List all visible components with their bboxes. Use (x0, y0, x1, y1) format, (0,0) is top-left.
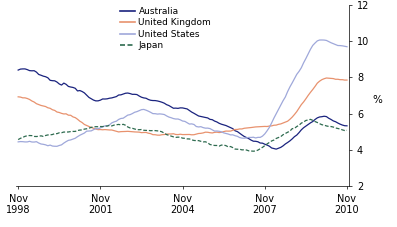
United Kingdom (32, 101, 37, 104)
Australia (18, 68, 23, 70)
United Kingdom (16, 96, 21, 98)
Japan (251, 150, 256, 153)
Japan (205, 141, 210, 144)
United States (208, 127, 212, 130)
Australia (345, 124, 349, 127)
Australia (326, 117, 331, 120)
United Kingdom (18, 96, 23, 99)
Australia (34, 71, 39, 74)
United States (326, 40, 331, 43)
Japan (16, 138, 21, 141)
United States (55, 145, 60, 148)
Line: Japan: Japan (18, 119, 347, 151)
United States (32, 141, 37, 143)
United Kingdom (276, 123, 281, 126)
United Kingdom (267, 125, 272, 127)
United Kingdom (324, 77, 329, 79)
Legend: Australia, United Kingdom, United States, Japan: Australia, United Kingdom, United States… (120, 7, 211, 50)
United States (18, 140, 23, 143)
United Kingdom (157, 134, 162, 137)
Y-axis label: %: % (373, 95, 383, 105)
Line: United States: United States (18, 40, 347, 146)
United Kingdom (208, 131, 212, 134)
Japan (267, 141, 272, 144)
United States (16, 141, 21, 143)
Australia (267, 145, 272, 148)
Japan (308, 118, 313, 121)
Japan (18, 137, 23, 140)
Australia (20, 68, 25, 70)
Line: Australia: Australia (18, 69, 347, 149)
United States (320, 39, 324, 41)
Australia (274, 148, 279, 151)
Australia (278, 146, 283, 149)
Japan (276, 136, 281, 139)
Japan (32, 135, 37, 138)
United Kingdom (345, 79, 349, 81)
Japan (326, 125, 331, 128)
Japan (345, 129, 349, 132)
United States (267, 126, 272, 129)
United States (276, 108, 281, 111)
Australia (208, 118, 212, 121)
Line: United Kingdom: United Kingdom (18, 78, 347, 135)
Australia (16, 69, 21, 72)
United States (345, 45, 349, 48)
United Kingdom (326, 77, 331, 79)
